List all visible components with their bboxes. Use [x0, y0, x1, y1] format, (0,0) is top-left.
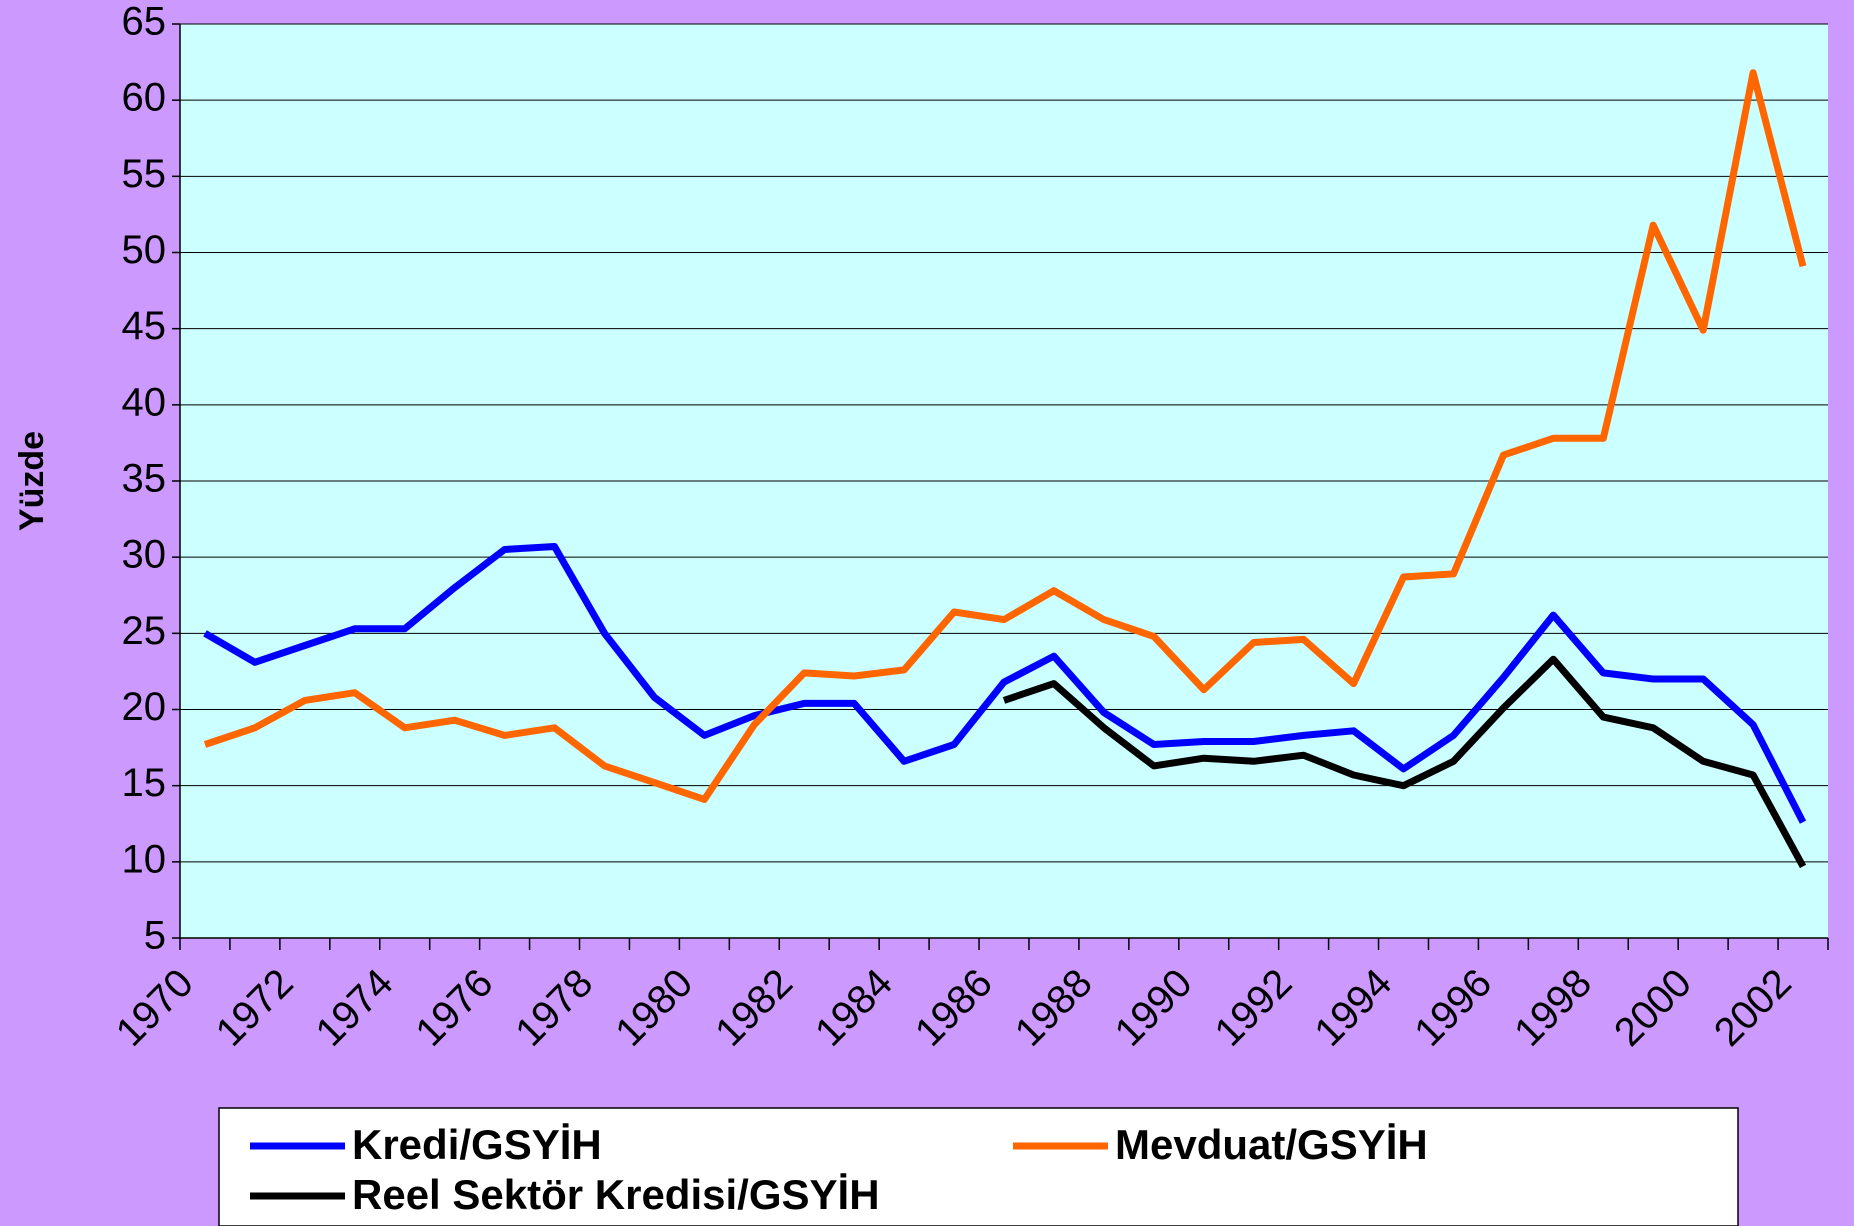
- legend-label: Reel Sektör Kredisi/GSYİH: [352, 1171, 880, 1218]
- y-tick-label: 10: [122, 837, 167, 881]
- y-tick-label: 40: [122, 380, 167, 424]
- series-line: [203, 543, 1807, 824]
- y-tick-label: 15: [122, 761, 167, 805]
- y-tick-label: 55: [122, 152, 167, 196]
- y-tick-label: 65: [122, 0, 167, 44]
- legend: [218, 1107, 1739, 1226]
- y-tick-label: 30: [122, 533, 167, 577]
- y-tick-label: 35: [122, 457, 167, 501]
- y-tick-label: 50: [122, 228, 167, 272]
- y-tick-label: 5: [144, 914, 166, 958]
- legend-label: Mevduat/GSYİH: [1115, 1121, 1428, 1168]
- y-tick-label: 20: [122, 685, 167, 729]
- y-tick-label: 60: [122, 76, 167, 120]
- series-line: [203, 69, 1807, 803]
- y-tick-label: 45: [122, 304, 167, 348]
- series-line: [1002, 655, 1807, 869]
- y-tick-label: 25: [122, 609, 167, 653]
- legend-label: Kredi/GSYİH: [352, 1121, 602, 1168]
- y-axis-title: Yüzde: [13, 431, 51, 531]
